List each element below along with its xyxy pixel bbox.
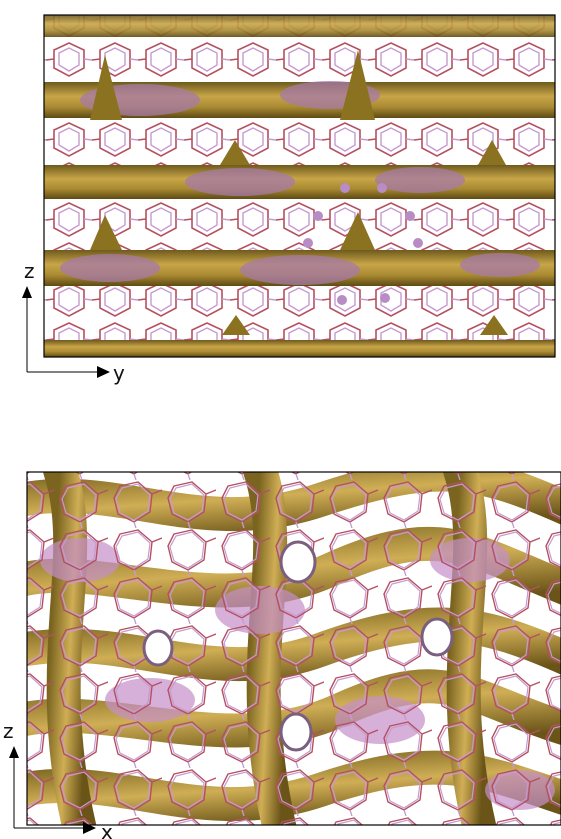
- arrow-head: [9, 746, 19, 758]
- axis-label: z: [24, 259, 35, 283]
- page: {"panels": [ {"axes": {"vertical": "z", …: [0, 0, 561, 839]
- axis-label: y: [113, 361, 125, 385]
- channel: [44, 15, 555, 37]
- figure: z y: [0, 0, 561, 839]
- arrow-head: [22, 286, 32, 298]
- lattice: [27, 472, 561, 825]
- channel: [44, 165, 555, 199]
- channel: [44, 340, 555, 357]
- axis-label: z: [3, 719, 14, 743]
- bottom-render: [20, 470, 561, 830]
- top-render: [44, 15, 555, 357]
- axis-label: x: [101, 820, 113, 839]
- arrow-head: [97, 366, 110, 378]
